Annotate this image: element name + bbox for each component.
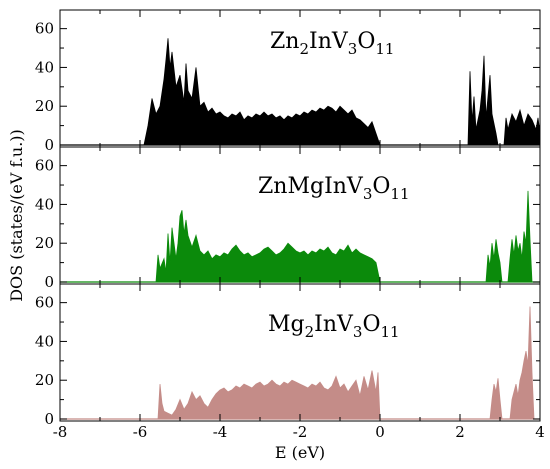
label-text: O — [372, 174, 390, 199]
y-tick-label: 20 — [35, 371, 54, 389]
dos-series-area — [155, 190, 533, 283]
x-tick-label: -6 — [133, 423, 148, 441]
y-tick-label: 20 — [35, 97, 54, 115]
panel-compound-label: Zn2InV3O11 — [270, 29, 394, 58]
x-tick-label: -4 — [213, 423, 228, 441]
label-subscript: 2 — [299, 40, 309, 58]
y-tick-label: 0 — [44, 273, 54, 291]
x-tick-label: 0 — [375, 423, 385, 441]
panel-compound-label: Mg2InV3O11 — [268, 312, 400, 341]
label-subscript: 11 — [375, 40, 394, 58]
panel-compound-label: ZnMgInV3O11 — [258, 174, 410, 203]
x-axis-label: E (eV) — [275, 443, 325, 462]
label-text: InV — [309, 29, 349, 54]
y-tick-label: 60 — [35, 20, 54, 38]
label-subscript: 3 — [353, 323, 363, 341]
label-subscript: 3 — [348, 40, 358, 58]
y-tick-label: 60 — [35, 294, 54, 312]
label-text: InV — [314, 312, 354, 337]
y-tick-label: 20 — [35, 234, 54, 252]
label-text: ZnMgInV — [258, 174, 364, 199]
y-tick-label: 60 — [35, 157, 54, 175]
y-tick-label: 0 — [44, 136, 54, 154]
label-text: Zn — [270, 29, 299, 54]
label-subscript: 11 — [390, 185, 409, 203]
x-tick-label: 4 — [535, 423, 545, 441]
y-tick-label: 0 — [44, 410, 54, 428]
x-tick-label: 2 — [455, 423, 465, 441]
x-tick-label: -2 — [293, 423, 308, 441]
dos-series-area — [143, 38, 541, 146]
label-subscript: 11 — [381, 323, 400, 341]
y-axis-label: DOS (states/(eV f.u.)) — [7, 129, 26, 302]
x-tick-label: -8 — [53, 423, 68, 441]
label-text: Mg — [268, 312, 305, 337]
label-subscript: 2 — [305, 323, 315, 341]
label-text: O — [357, 29, 375, 54]
y-tick-label: 40 — [35, 332, 54, 350]
y-tick-label: 40 — [35, 195, 54, 213]
label-subscript: 3 — [363, 185, 373, 203]
label-text: O — [362, 312, 380, 337]
y-tick-label: 40 — [35, 58, 54, 76]
